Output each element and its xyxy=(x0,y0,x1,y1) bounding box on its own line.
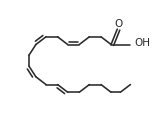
Text: O: O xyxy=(114,19,122,29)
Text: OH: OH xyxy=(134,38,150,48)
